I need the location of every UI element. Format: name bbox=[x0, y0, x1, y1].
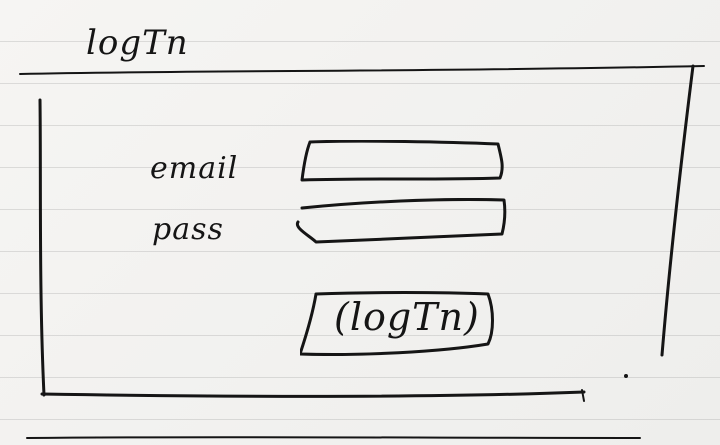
page-title: logTn bbox=[86, 23, 189, 63]
frame-bottom-line bbox=[40, 390, 586, 398]
login-button[interactable] bbox=[300, 290, 495, 356]
frame-right-line bbox=[660, 64, 695, 357]
password-field[interactable] bbox=[290, 198, 508, 244]
frame-left-line bbox=[38, 98, 46, 397]
email-field[interactable] bbox=[300, 140, 508, 182]
login-button-label: (logTn) bbox=[334, 295, 480, 339]
email-label: email bbox=[150, 151, 239, 186]
title-divider bbox=[19, 65, 705, 75]
ink-dot bbox=[624, 374, 628, 378]
page-bottom-line bbox=[26, 436, 641, 439]
login-button-outline bbox=[300, 291, 494, 356]
pass-label: pass bbox=[152, 212, 224, 247]
frame-bottom-tick bbox=[581, 389, 585, 402]
